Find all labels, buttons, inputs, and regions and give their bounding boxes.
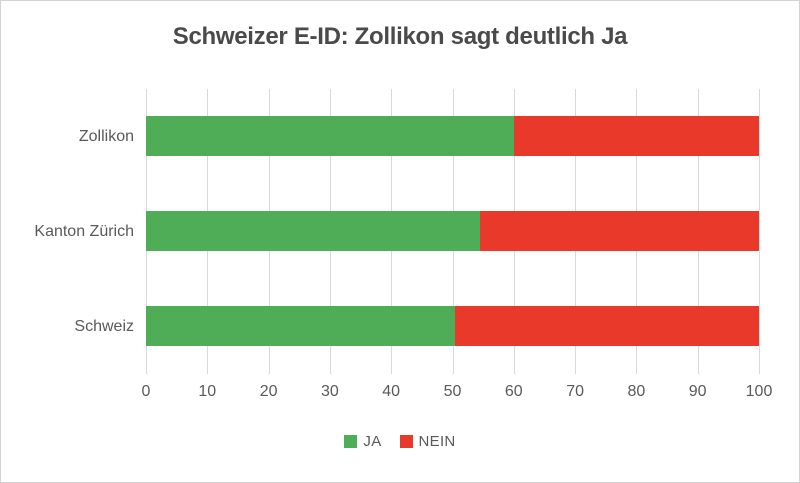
- x-axis-tick-label: 40: [382, 383, 401, 400]
- x-axis-tick-label: 80: [627, 383, 646, 400]
- legend-item-nein[interactable]: NEIN: [399, 433, 456, 450]
- x-axis-tick-label: 20: [259, 383, 278, 400]
- legend-swatch-icon: [344, 435, 358, 448]
- category-label: Kanton Zürich: [34, 222, 134, 240]
- legend-item-ja[interactable]: JA: [344, 433, 381, 450]
- x-axis-tick-label: 10: [198, 383, 217, 400]
- value-axis: 0 10 20 30 40 50 60 70 80 90 100: [142, 383, 773, 405]
- x-axis-tick-label: 90: [688, 383, 707, 400]
- bar-stack-schweiz: [146, 306, 759, 346]
- bar-segment-nein[interactable]: [480, 211, 759, 251]
- bar-segment-ja[interactable]: [146, 306, 455, 346]
- bar-segment-ja[interactable]: [146, 116, 514, 156]
- plot-area: [146, 89, 760, 374]
- bar-segment-nein[interactable]: [454, 306, 759, 346]
- legend-swatch-icon: [399, 435, 413, 448]
- x-axis-tick-label: 50: [443, 383, 462, 400]
- bar-stack-kanton-z-rich: [146, 211, 759, 251]
- x-axis-tick-label: 0: [141, 383, 151, 400]
- legend: JA NEIN: [1, 433, 799, 450]
- category-label: Schweiz: [74, 317, 134, 335]
- legend-label: NEIN: [418, 433, 456, 450]
- bar-stack-zollikon: [146, 116, 759, 156]
- x-axis-tick-label: 30: [320, 383, 339, 400]
- chart-title: Schweizer E-ID: Zollikon sagt deutlich J…: [172, 23, 628, 50]
- bar-row: [146, 279, 759, 374]
- legend-label: JA: [363, 433, 382, 450]
- x-axis-tick-label: 100: [745, 383, 773, 400]
- gridline: [759, 89, 760, 374]
- x-axis-tick-label: 60: [504, 383, 523, 400]
- bar-segment-nein[interactable]: [513, 116, 759, 156]
- bar-row: [146, 89, 759, 184]
- category-label: Zollikon: [78, 127, 134, 145]
- bar-row: [146, 184, 759, 279]
- category-axis: Zollikon Kanton Zürich Schweiz: [1, 89, 134, 374]
- bar-segment-ja[interactable]: [146, 211, 481, 251]
- x-axis-tick-label: 70: [566, 383, 584, 400]
